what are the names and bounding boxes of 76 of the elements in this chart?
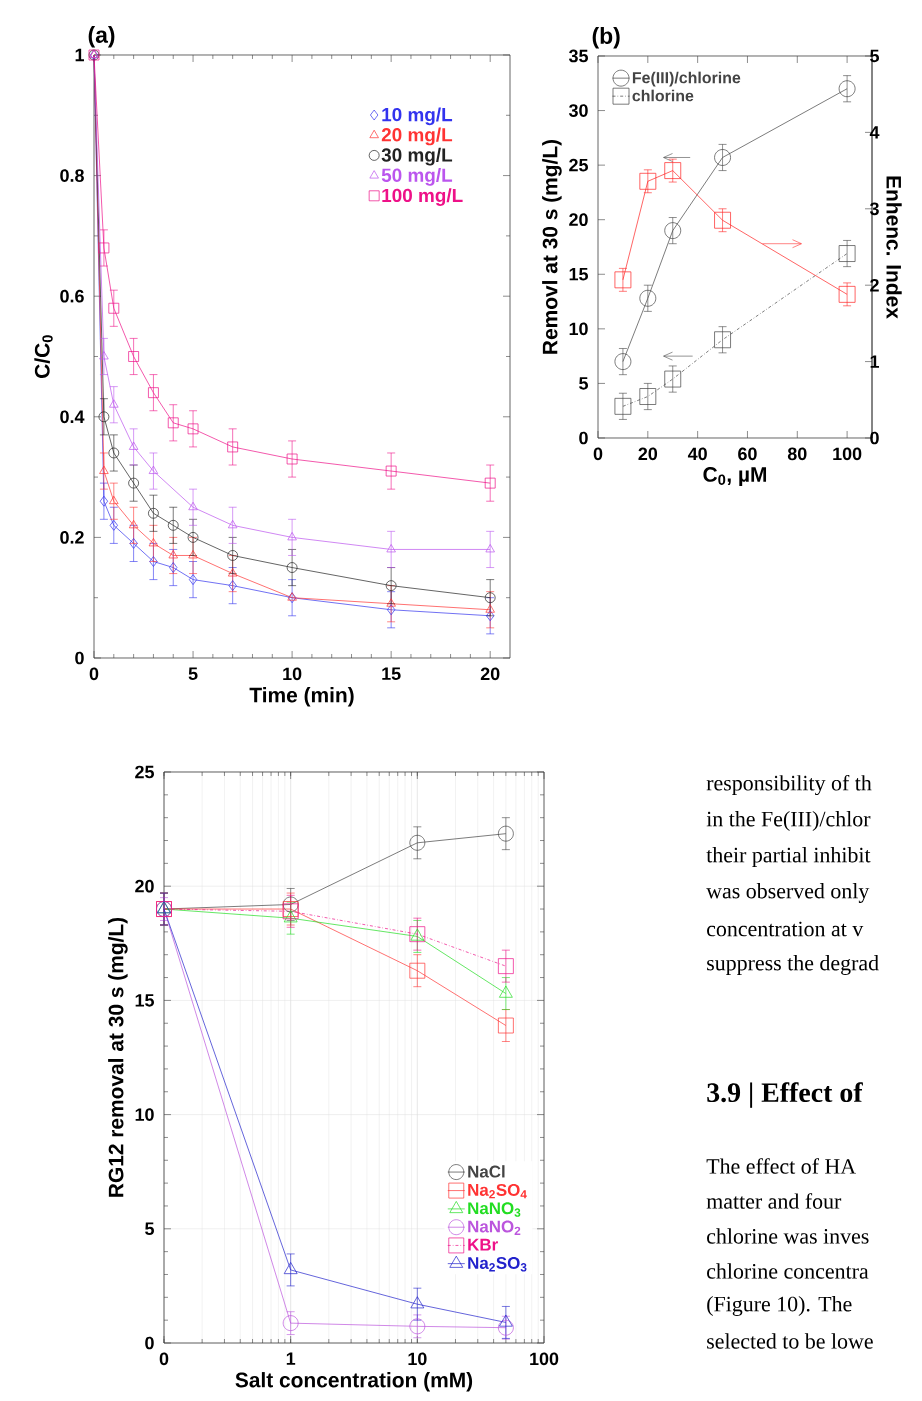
legend-label: 100 mg/L — [382, 188, 463, 206]
y-tick-label: 15 — [135, 994, 154, 1007]
x-tick-label: 10 — [283, 667, 302, 681]
text: chlorine was inves — [707, 1228, 869, 1244]
legend-label: 50 mg/L — [381, 168, 453, 186]
y-tick-label: 1 — [75, 48, 84, 62]
y2-axis-title: Enhenc. Index — [886, 176, 902, 319]
x-tick-label: 15 — [382, 667, 401, 681]
y-tick-label: 10 — [135, 1108, 154, 1121]
y2-tick-label: 2 — [870, 278, 879, 292]
x-tick-label: 40 — [687, 447, 707, 461]
legend-label: Na$_{2}$SO$_{4}$ — [468, 1183, 527, 1199]
text: (Figure 10). The — [707, 1296, 852, 1316]
legend-label: Fe(III)/chlorine — [632, 71, 741, 87]
legend-label: NaNO$_{2}$ — [468, 1220, 521, 1235]
legend-label: Na$_{2}$SO$_{3}$ — [468, 1256, 527, 1272]
y-tick-label: 25 — [569, 158, 588, 172]
y-tick-label: 25 — [135, 765, 154, 779]
legend-label: 30 mg/L — [381, 147, 453, 166]
text: 3.9 | Effect of — [707, 1082, 863, 1108]
x-tick-label: 20 — [638, 447, 658, 461]
text: their partial inhibit — [706, 847, 871, 867]
y2-tick-label: 4 — [869, 126, 880, 139]
y-tick-label: 15 — [569, 268, 588, 281]
y-tick-label: 20 — [135, 879, 154, 893]
chart-title: (b) — [592, 27, 620, 49]
text: The effect of HA — [706, 1158, 856, 1174]
y2-tick-label: 0 — [870, 431, 879, 445]
y-tick-label: 0.4 — [60, 410, 85, 424]
x-tick-label: 80 — [787, 447, 807, 461]
x-tick-label: 100 — [833, 447, 862, 461]
text: in the Fe(III)/chlor — [706, 811, 871, 831]
text: selected to be lowe — [707, 1333, 873, 1349]
text: concentration at v — [707, 921, 864, 937]
legend-label: chlorine — [632, 89, 694, 102]
y-tick-label: 5 — [579, 377, 588, 390]
y-tick-label: 20 — [569, 213, 588, 227]
y-tick-label: 0 — [75, 651, 84, 665]
x-axis-title: Salt concentration (mM) — [235, 1372, 473, 1392]
legend-label: KBr — [468, 1238, 498, 1251]
y-axis-title: RG12 removal at 30 s (mg/L) — [108, 917, 128, 1197]
x-tick-label: 0 — [159, 1352, 169, 1366]
y-tick-label: 0.6 — [60, 289, 84, 303]
y-tick-label: 0.8 — [60, 169, 84, 182]
text: was observed only — [706, 883, 870, 903]
x-tick-label: 1 — [286, 1352, 296, 1365]
y-axis-title: C/C$_{0}$ — [34, 335, 53, 378]
y-tick-label: 0 — [145, 1336, 154, 1350]
x-tick-label: 20 — [480, 667, 500, 681]
x-tick-label: 10 — [408, 1352, 427, 1366]
x-tick-label: 0 — [593, 447, 603, 461]
x-tick-label: 100 — [530, 1352, 559, 1366]
x-tick-label: 0 — [89, 667, 99, 681]
x-tick-label: 60 — [738, 447, 757, 461]
y-tick-label: 5 — [145, 1222, 154, 1236]
y-tick-label: 30 — [568, 104, 588, 117]
x-tick-label: 5 — [188, 667, 198, 681]
y-axis-title: Removl at 30 s (mg/L) — [542, 139, 562, 354]
y-tick-label: 10 — [569, 322, 588, 336]
x-axis-title: Time (min) — [249, 687, 354, 707]
text: suppress the degrad — [707, 955, 879, 975]
legend-label: 10 mg/L — [382, 107, 453, 126]
y-tick-label: 35 — [568, 49, 588, 63]
y2-tick-label: 5 — [870, 49, 880, 63]
y2-tick-label: 3 — [869, 202, 879, 216]
legend-label: 20 mg/L — [381, 127, 453, 146]
y2-tick-label: 1 — [870, 355, 880, 368]
x-axis-title: C$_{0}$, µM — [703, 467, 767, 487]
legend-label: NaNO$_{3}$ — [468, 1202, 521, 1217]
y-tick-label: 0 — [579, 431, 588, 445]
y-tick-label: 0.2 — [60, 531, 84, 544]
chart-title: (a) — [88, 26, 115, 48]
text: responsibility of th — [706, 774, 872, 796]
text: matter and four — [706, 1193, 842, 1209]
text: chlorine concentra — [707, 1263, 869, 1279]
legend-label: NaCl — [468, 1165, 505, 1178]
